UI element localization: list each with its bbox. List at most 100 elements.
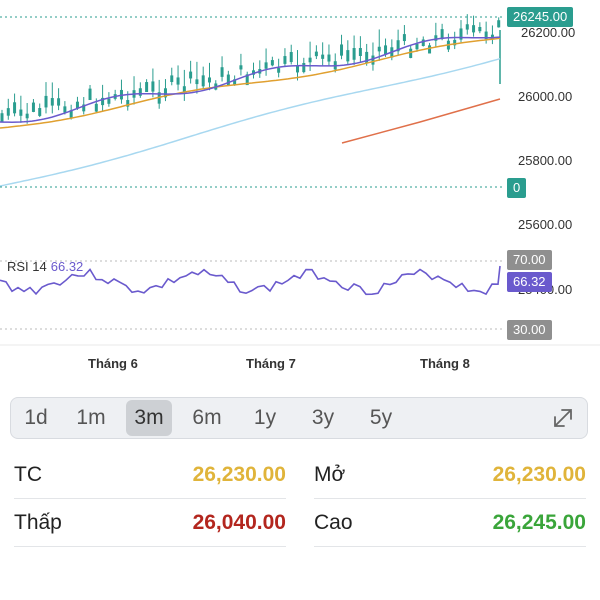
indicator-line bbox=[341, 98, 501, 144]
divider bbox=[314, 498, 586, 499]
candle-body bbox=[6, 108, 10, 116]
candlestick-series bbox=[0, 14, 501, 124]
stat-value-low: 26,040.00 bbox=[192, 511, 286, 534]
candle-body bbox=[233, 79, 237, 85]
candle-body bbox=[75, 101, 79, 109]
candle-body bbox=[176, 77, 180, 85]
expand-icon-glyph bbox=[554, 409, 572, 427]
candle-body bbox=[346, 50, 350, 62]
candle-body bbox=[296, 65, 300, 73]
range-tab-1y[interactable]: 1y bbox=[253, 406, 277, 429]
candle-body bbox=[327, 54, 331, 62]
candle-body bbox=[239, 65, 243, 70]
candle-body bbox=[25, 113, 29, 119]
candle-body bbox=[421, 39, 425, 47]
candle-body bbox=[302, 62, 306, 73]
zero-tag: 0 bbox=[507, 178, 527, 198]
price-chart[interactable]: 26200.00 26000.00 25800.00 25600.00 2540… bbox=[0, 0, 600, 385]
candle-body bbox=[88, 88, 92, 101]
candle-body bbox=[207, 77, 211, 83]
candle-body bbox=[38, 108, 42, 116]
candle-body bbox=[170, 75, 174, 82]
rsi-value-tag: 66.32 bbox=[507, 272, 552, 292]
candle-body bbox=[321, 54, 325, 59]
candle-body bbox=[314, 51, 318, 57]
stat-value-high: 26,245.00 bbox=[492, 511, 586, 534]
candle-body bbox=[472, 25, 476, 33]
candle-body bbox=[289, 52, 293, 63]
candle-body bbox=[484, 31, 488, 40]
range-tab-1m[interactable]: 1m bbox=[76, 406, 106, 429]
range-tab-3y[interactable]: 3y bbox=[311, 406, 335, 429]
candle-body bbox=[415, 43, 419, 50]
candle-body bbox=[252, 70, 255, 75]
candle-body bbox=[277, 68, 281, 73]
candle-body bbox=[220, 67, 224, 77]
range-tab-6m[interactable]: 6m bbox=[192, 406, 222, 429]
ma-short-line bbox=[0, 36, 501, 123]
candle-body bbox=[358, 48, 362, 56]
rsi-upper-tag: 70.00 bbox=[507, 250, 552, 270]
stat-label-open: Mở bbox=[314, 463, 346, 486]
candle-body bbox=[365, 51, 369, 64]
stat-value-open: 26,230.00 bbox=[492, 463, 586, 486]
ma-mid-line bbox=[0, 37, 501, 129]
candle-body bbox=[308, 57, 312, 63]
candle-body bbox=[396, 40, 400, 52]
candle-body bbox=[245, 74, 249, 86]
candle-body bbox=[459, 28, 463, 40]
candle-body bbox=[440, 29, 444, 40]
candle-body bbox=[189, 71, 193, 79]
stat-label-high: Cao bbox=[314, 511, 353, 534]
candle-body bbox=[465, 24, 469, 30]
candle-body bbox=[264, 62, 268, 69]
rsi-current-value: 66.32 bbox=[50, 259, 84, 274]
candle-body bbox=[453, 39, 457, 46]
candle-body bbox=[63, 106, 67, 113]
price-axis-label: 26200.00 bbox=[521, 25, 576, 40]
candle-body bbox=[409, 48, 413, 58]
stat-label-low: Thấp bbox=[14, 511, 62, 534]
candle-body bbox=[126, 100, 130, 107]
candle-body bbox=[270, 60, 274, 66]
candle-body bbox=[69, 110, 73, 118]
candle-body bbox=[428, 45, 432, 54]
candle-body bbox=[201, 75, 205, 87]
candle-body bbox=[44, 95, 48, 108]
price-axis-label: 25600.00 bbox=[518, 217, 573, 232]
candle-body bbox=[82, 104, 86, 112]
candle-body bbox=[283, 56, 287, 64]
rsi-line bbox=[0, 265, 501, 296]
range-tab-5y[interactable]: 5y bbox=[369, 406, 393, 429]
candle-body bbox=[384, 45, 388, 55]
month-label: Tháng 8 bbox=[420, 356, 470, 371]
candle-body bbox=[0, 113, 4, 122]
candle-body bbox=[195, 79, 199, 85]
chart-canvas[interactable] bbox=[0, 0, 600, 385]
candle-body bbox=[94, 103, 98, 112]
candle-body bbox=[50, 98, 54, 106]
price-axis-label: 26000.00 bbox=[518, 89, 573, 104]
price-axis-label: 25800.00 bbox=[518, 153, 573, 168]
divider bbox=[314, 546, 586, 547]
stat-value-tc: 26,230.00 bbox=[192, 463, 286, 486]
rsi-lower-tag: 30.00 bbox=[507, 320, 552, 340]
divider bbox=[14, 546, 286, 547]
range-tab-1d[interactable]: 1d bbox=[24, 406, 48, 429]
time-range-selector: 1d 1m 3m 6m 1y 3y 5y bbox=[10, 397, 588, 439]
candle-body bbox=[226, 74, 230, 86]
current-price-tag: 26245.00 bbox=[507, 7, 574, 27]
candle-body bbox=[151, 81, 155, 92]
divider bbox=[14, 498, 286, 499]
range-tab-3m[interactable]: 3m bbox=[126, 400, 172, 436]
candle-body bbox=[107, 98, 111, 104]
rsi-name: RSI 14 bbox=[7, 259, 47, 274]
candle-body bbox=[371, 55, 375, 65]
candle-body bbox=[340, 44, 344, 56]
candle-body bbox=[138, 88, 142, 96]
candle-body bbox=[402, 34, 406, 42]
candle-body bbox=[163, 88, 167, 98]
candle-body bbox=[352, 48, 356, 60]
expand-icon[interactable] bbox=[549, 404, 577, 432]
candle-body bbox=[19, 109, 23, 116]
